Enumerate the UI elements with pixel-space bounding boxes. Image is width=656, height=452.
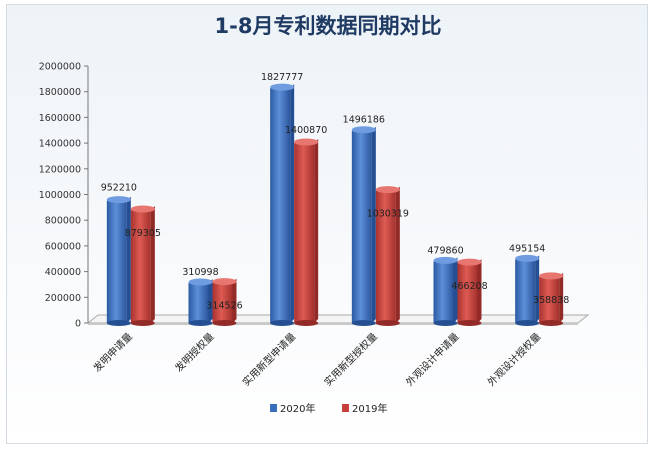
- chart-back-wall: [98, 58, 588, 315]
- category-label: 发明授权量: [172, 330, 217, 375]
- bar-2020-3: [351, 126, 376, 326]
- data-label: 1400870: [285, 125, 327, 136]
- bar-2019-0: [130, 205, 155, 326]
- bar-top: [433, 256, 458, 264]
- bar-base: [351, 320, 376, 326]
- bar-top: [351, 126, 376, 134]
- bar-base: [457, 320, 482, 326]
- bar-side: [232, 278, 237, 323]
- data-label: 479860: [427, 245, 463, 256]
- bar-base: [106, 320, 131, 326]
- data-label: 1827777: [261, 72, 303, 83]
- y-tick-label: 200000: [45, 293, 81, 304]
- chart-title: 1-8月专利数据同期对比: [214, 14, 442, 38]
- y-tick-label: 0: [75, 319, 81, 330]
- bar-body: [294, 142, 315, 323]
- bar-base: [130, 320, 155, 326]
- bar-base: [270, 320, 295, 326]
- bar-top: [515, 254, 540, 262]
- bar-2020-2: [270, 83, 295, 326]
- bar-top: [188, 278, 213, 286]
- category-label: 实用新型申请量: [240, 330, 299, 389]
- bar-body: [351, 130, 372, 323]
- legend-swatch-1: [342, 404, 349, 412]
- bar-base: [294, 320, 319, 326]
- bar-side: [208, 279, 213, 323]
- bar-body: [212, 282, 233, 323]
- legend-label-0: 2020年: [280, 402, 315, 415]
- data-label: 495154: [509, 243, 545, 254]
- bar-body: [457, 263, 478, 323]
- bar-body: [539, 276, 560, 323]
- bar-base: [188, 320, 213, 326]
- bar-body: [433, 261, 454, 323]
- data-label: 314526: [206, 301, 242, 312]
- chart-floor: [86, 314, 590, 324]
- bar-body: [130, 210, 151, 323]
- bar-side: [126, 196, 131, 323]
- bar-top: [375, 186, 400, 194]
- bar-side: [371, 126, 376, 323]
- category-label: 外观设计申请量: [403, 330, 462, 389]
- category-label: 发明申请量: [90, 330, 135, 375]
- bar-2020-0: [106, 196, 131, 326]
- data-label: 358838: [533, 295, 569, 306]
- bar-side: [453, 257, 458, 323]
- bar-base: [375, 320, 400, 326]
- bar-side: [395, 186, 400, 323]
- legend-swatch-0: [270, 404, 277, 412]
- y-tick-label: 2000000: [39, 62, 81, 73]
- data-label: 466208: [451, 281, 487, 292]
- bar-body: [270, 88, 291, 324]
- category-label: 实用新型授权量: [321, 330, 380, 389]
- data-label: 1030319: [367, 209, 409, 220]
- y-tick-label: 1400000: [39, 139, 81, 150]
- bar-body: [188, 283, 209, 323]
- bar-top: [212, 278, 237, 286]
- bar-2019-1: [212, 278, 237, 326]
- bar-side: [559, 272, 564, 323]
- y-tick-label: 400000: [45, 267, 81, 278]
- y-tick-label: 600000: [45, 241, 81, 252]
- bar-side: [314, 138, 319, 323]
- bar-top: [294, 138, 319, 146]
- bar-body: [375, 190, 396, 323]
- bar-side: [535, 255, 540, 323]
- category-label: 外观设计授权量: [485, 330, 544, 389]
- bar-base: [515, 320, 540, 326]
- bar-top: [106, 196, 131, 204]
- bar-side: [150, 206, 155, 323]
- y-tick-label: 1800000: [39, 87, 81, 98]
- y-tick-label: 1000000: [39, 190, 81, 201]
- bar-body: [106, 200, 127, 323]
- bar-base: [539, 320, 564, 326]
- data-label: 310998: [182, 267, 218, 278]
- legend-label-1: 2019年: [352, 402, 387, 415]
- bar-2019-4: [457, 258, 482, 326]
- data-label: 952210: [101, 183, 137, 194]
- bar-side: [477, 259, 482, 323]
- y-tick-label: 1200000: [39, 164, 81, 175]
- bar-top: [539, 272, 564, 280]
- bar-top: [270, 83, 295, 91]
- bar-top: [130, 205, 155, 213]
- chart-floor-edge: [88, 323, 578, 325]
- data-label: 1496186: [343, 115, 385, 126]
- bar-top: [457, 258, 482, 266]
- bar-2019-5: [539, 272, 564, 326]
- data-label: 879305: [125, 228, 161, 239]
- bar-base: [433, 320, 458, 326]
- bar-2020-5: [515, 254, 540, 326]
- y-tick-label: 800000: [45, 216, 81, 227]
- y-tick-label: 1600000: [39, 113, 81, 124]
- bar-body: [515, 259, 536, 323]
- bar-2019-2: [294, 138, 319, 326]
- bar-2019-3: [375, 186, 400, 326]
- bar-side: [290, 84, 295, 324]
- bar-2020-1: [188, 278, 213, 326]
- bar-base: [212, 320, 237, 326]
- bar-2020-4: [433, 256, 458, 326]
